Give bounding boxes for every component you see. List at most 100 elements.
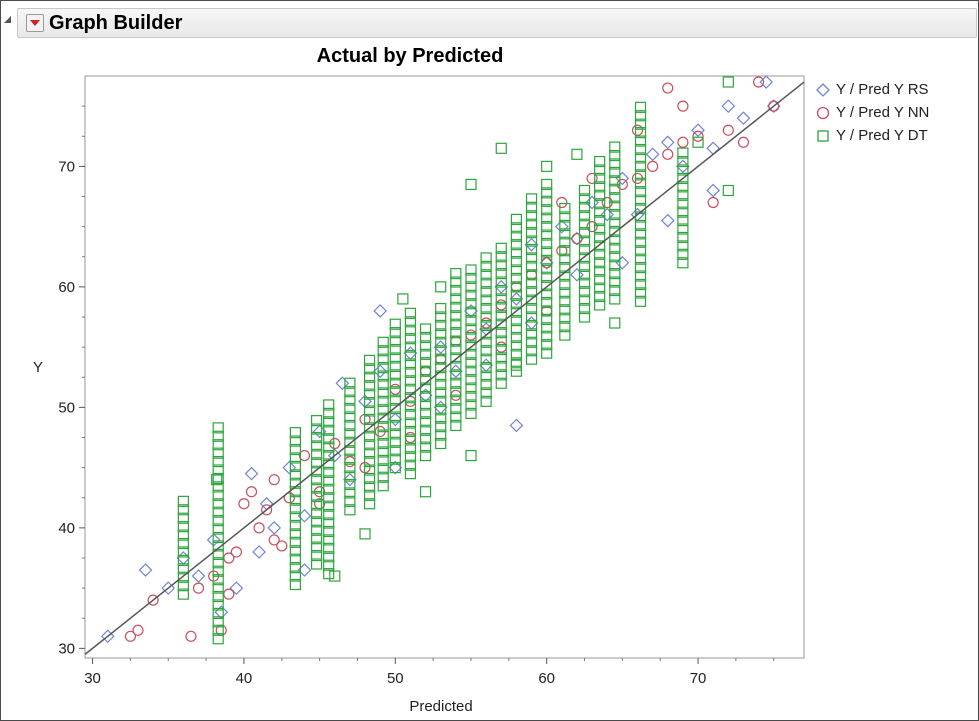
nn-point [192,582,205,594]
rs-point [449,364,463,379]
dt-point [541,204,553,216]
dt-point [465,315,477,327]
dt-point [377,454,389,466]
rs-point [721,99,736,113]
dt-point [609,200,621,212]
dt-point [541,195,553,207]
rs-point [660,135,675,150]
dt-point [404,349,417,362]
dt-point [495,343,507,356]
dt-point [212,489,224,501]
dt-point [465,340,477,352]
dt-point [212,455,224,468]
dt-point [435,319,447,332]
dt-point [465,306,477,318]
dt-point [344,487,356,499]
dt-point [677,257,689,269]
rs-point [736,111,751,126]
dt-point [363,396,376,409]
dt-point [578,252,591,264]
dt-point [559,211,571,223]
x-tick-label: 50 [387,670,404,687]
dt-point [389,318,401,330]
dt-point [609,276,621,288]
dt-point [677,172,689,185]
disclosure-triangle-icon[interactable] [4,16,11,23]
dt-point [634,245,647,257]
dt-point [559,278,571,291]
dt-point [571,148,583,160]
dt-point [594,223,606,235]
dt-point [404,392,417,404]
dt-point [363,489,376,501]
dt-point [323,509,335,521]
dt-point [389,369,401,381]
dt-point [211,474,223,486]
dt-point [510,222,522,234]
dt-point [480,336,492,348]
dt-point [289,536,302,548]
dt-point [465,365,477,377]
dt-point [404,459,417,471]
dt-point [677,231,689,244]
dt-point [212,557,224,569]
legend-item-nn[interactable]: Y / Pred Y NN [816,101,929,124]
dt-point [722,184,734,197]
dt-point [212,498,224,510]
dt-point [212,548,224,560]
nn-point [147,594,159,606]
y-tick-label: 60 [58,279,75,296]
dt-point [419,449,432,462]
dt-point [594,299,606,311]
rs-point [373,364,388,379]
dt-point [323,424,335,436]
dt-point [212,523,224,535]
rs-point [388,412,403,427]
dt-point [289,528,302,540]
legend-item-rs[interactable]: Y / Pred Y RS [816,78,929,101]
dt-point [578,311,591,323]
dt-point [465,272,477,285]
dt-point [480,302,492,315]
dt-point [541,313,553,326]
dt-point [404,451,417,463]
dt-point [310,499,323,511]
dt-point [578,260,591,272]
dt-point [450,394,462,406]
dt-point [363,464,376,476]
circle-marker-icon [816,106,830,120]
dt-point [377,336,389,348]
dt-point [177,571,189,583]
dt-point [450,310,462,322]
rs-point [229,581,244,595]
rs-point [570,267,584,282]
dt-point [177,588,189,600]
dt-point [465,323,477,335]
rs-point [509,418,524,433]
dt-point [389,343,401,356]
dt-point [377,378,389,391]
dt-point [419,433,432,445]
dt-point [510,306,522,318]
dt-point [480,277,492,289]
dt-point [525,294,538,306]
dt-point [212,506,224,518]
red-triangle-menu-icon[interactable] [26,14,44,32]
nn-point [238,498,250,510]
rs-point [327,448,342,463]
dt-point [177,537,189,550]
dt-point [495,301,507,313]
legend-item-dt[interactable]: Y / Pred Y DT [816,124,929,147]
dt-point [677,181,689,193]
dt-point [634,261,647,274]
dt-point [310,423,323,435]
dt-point [289,469,302,481]
dt-point [359,528,371,540]
dt-point [363,439,376,451]
rs-point [138,563,153,577]
dt-point [344,504,356,516]
dt-point [541,280,553,292]
dt-point [344,402,356,415]
dt-point [609,317,621,329]
dt-point [404,408,417,421]
